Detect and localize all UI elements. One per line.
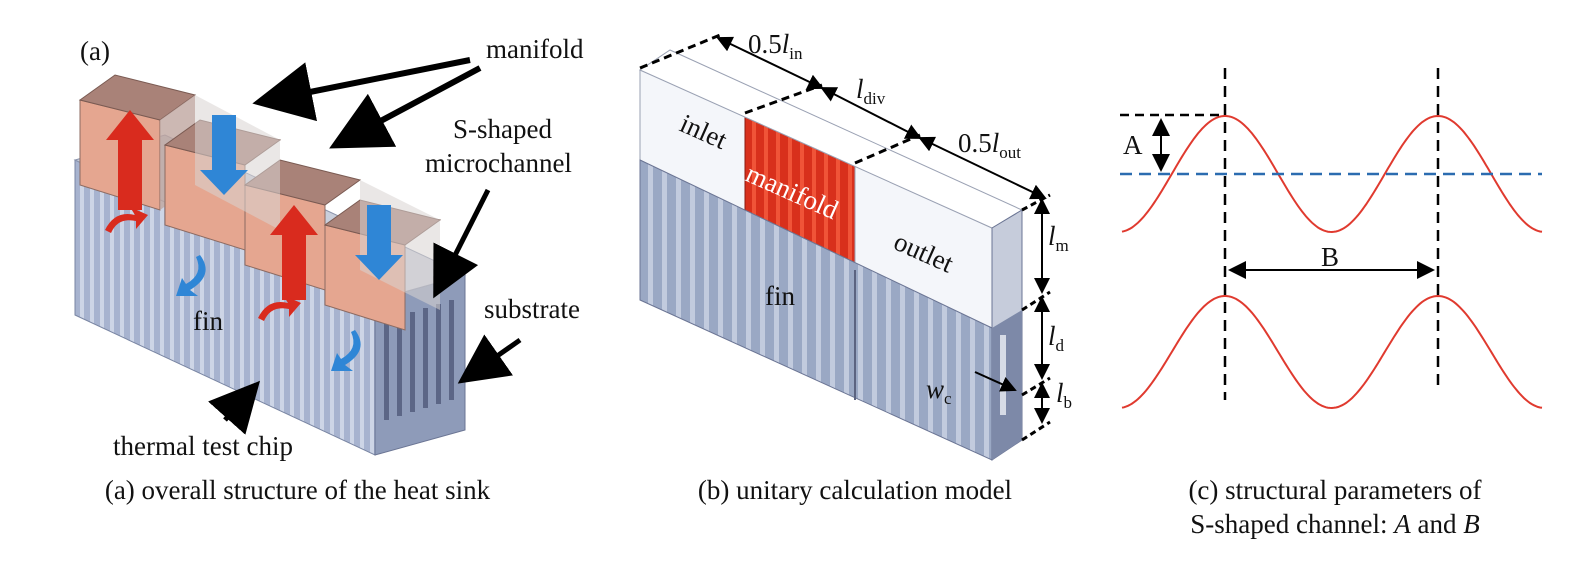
caption-c-line2: S-shaped channel: A and B [1190,509,1480,539]
substrate-slots [384,300,454,420]
label-fin-a: fin [193,306,223,336]
red-outflow-arrows [105,110,318,321]
caption-c-line1: (c) structural parameters of [1188,475,1482,505]
label-lm: lm [1048,221,1069,255]
label-microchannel: microchannel [425,148,572,178]
caption-a: (a) overall structure of the heat sink [104,475,491,505]
label-lb: lb [1056,378,1072,412]
panel-a-tag: (a) [80,36,110,66]
sine-wave-upper [1121,114,1543,234]
manifold-pointer-2 [329,65,482,149]
panel-b-diagram: 0.5lin ldiv 0.5lout lm ld lb wc inlet ma… [638,29,1072,461]
manifold-pointer-1 [252,57,471,122]
microchannel-pointer [433,188,491,299]
dim-half-lout [918,136,1047,200]
panel-c-diagram: A B [1120,68,1543,410]
caption-b: (b) unitary calculation model [697,475,1013,505]
label-thermal-chip: thermal test chip [113,431,293,461]
label-B: B [1321,242,1339,272]
panel-a-diagram: (a) manifold S-shaped microchannel subst… [73,34,584,461]
label-manifold-a: manifold [486,34,584,64]
substrate-pointer [457,334,522,384]
dim-half-lin [716,36,824,90]
chip-pointer [208,380,260,435]
label-substrate: substrate [484,294,580,324]
label-wc: wc [926,374,952,408]
label-ldiv: ldiv [856,74,886,108]
blue-inflow-arrows [176,115,403,371]
label-A: A [1123,130,1143,160]
caption-c: (c) structural parameters of S-shaped ch… [1130,473,1540,541]
dim-wc [974,371,1017,392]
label-fin-b: fin [765,281,795,311]
dim-ldiv [820,87,922,139]
sine-wave-lower [1121,294,1543,410]
label-s-shaped: S-shaped [453,114,552,144]
label-half-lout: 0.5lout [958,128,1021,162]
label-ld: ld [1048,321,1065,355]
label-half-lin: 0.5lin [748,29,803,63]
